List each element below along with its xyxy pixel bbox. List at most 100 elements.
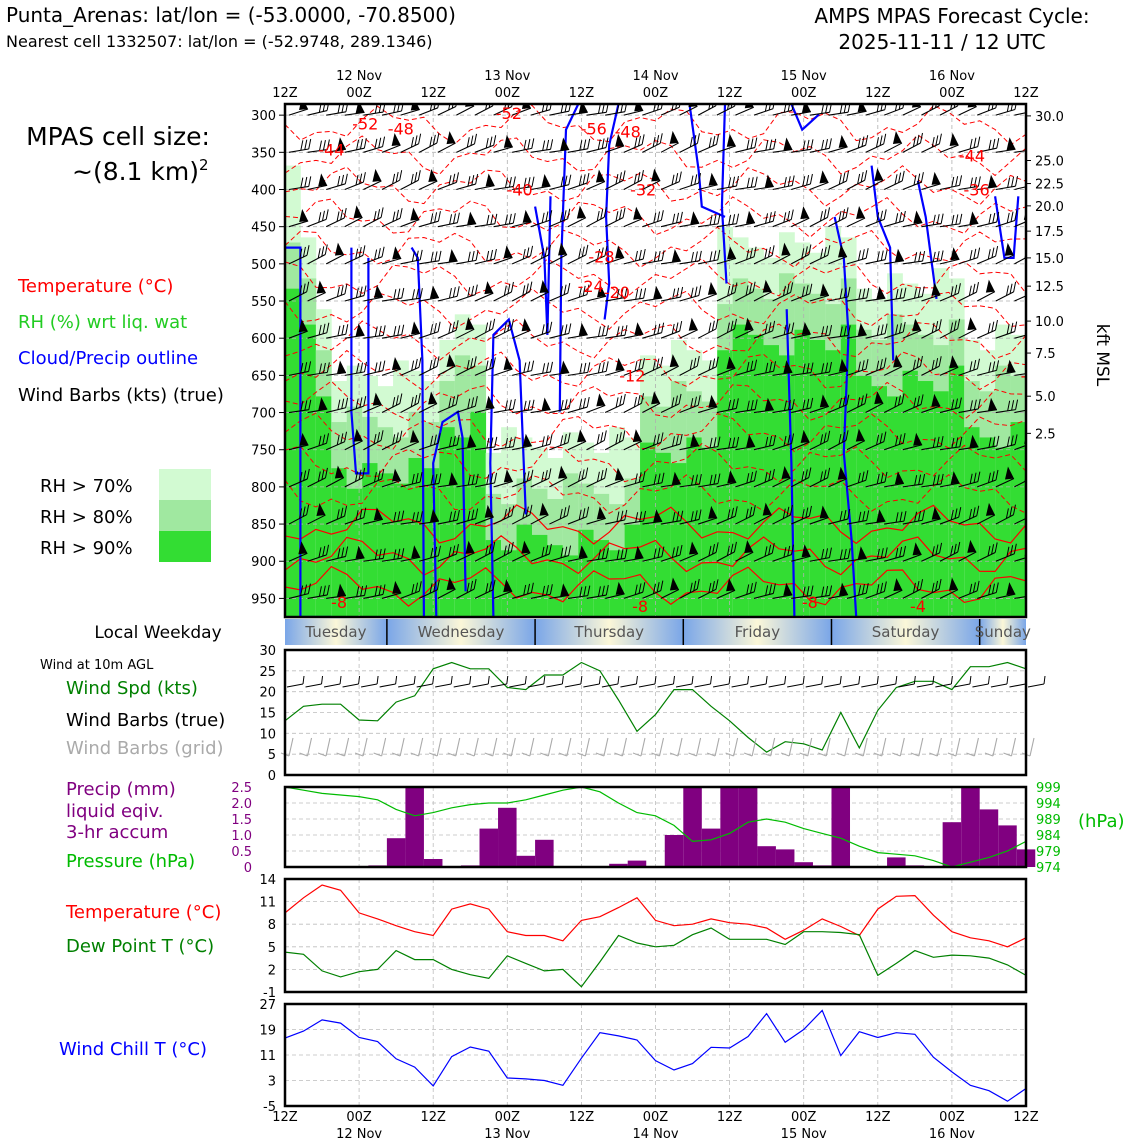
wind-barb-feather	[355, 287, 359, 298]
wind-barb-feather	[708, 322, 712, 333]
surface-wind-barb-feather	[913, 675, 916, 685]
wind-barb	[549, 148, 570, 153]
wind-barb-feather	[622, 430, 626, 441]
wind-barb-feather	[717, 473, 721, 484]
wind-barb	[902, 260, 923, 265]
wind-barb-feather	[634, 250, 638, 262]
wind-barb-feather	[715, 542, 719, 553]
wind-barb-feather	[523, 177, 527, 188]
wind-barb-flag	[634, 104, 644, 112]
grid-wind-barb-feather	[725, 752, 734, 757]
top-time-tick: 12Z	[865, 86, 891, 101]
wind-barb-feather	[861, 584, 865, 595]
wind-barb-feather	[1010, 322, 1014, 333]
pressure-axis: 3003504004505005506006507007508008509009…	[251, 109, 285, 607]
wind-barb-feather	[698, 473, 702, 485]
wind-barb	[493, 106, 512, 116]
wind-barb-feather	[419, 288, 423, 299]
wind-barb-feather	[615, 173, 619, 185]
wind-barb-feather	[489, 358, 493, 370]
top-time-tick: 12Z	[1013, 86, 1039, 101]
top-time-tick: 00Z	[939, 86, 965, 101]
wind-barb-feather	[578, 175, 582, 186]
wind-barb-feather	[973, 137, 977, 148]
wind-barb-feather	[321, 246, 325, 257]
wind-barb-feather	[935, 104, 937, 108]
wind-barb-feather	[455, 394, 459, 405]
wind-barb	[512, 370, 532, 376]
wind-barb	[400, 590, 420, 599]
pressure-tick-label: 450	[251, 221, 276, 236]
wind-barb-feather	[474, 284, 478, 295]
wind-barb	[400, 366, 420, 376]
wind-barb-flag	[392, 580, 402, 594]
wind-barb	[549, 184, 569, 191]
wind-barb	[790, 254, 810, 265]
grid-wind-barb	[492, 737, 498, 757]
wind-barb-feather	[652, 583, 656, 594]
wind-barb	[344, 181, 364, 191]
legend-rh90-label: RH > 90%	[40, 538, 133, 559]
wind-barb	[902, 365, 921, 376]
wind-barb-flag	[428, 169, 438, 183]
wind-barb-feather	[987, 249, 991, 260]
wind-barb-feather	[995, 245, 999, 257]
wind-barb-feather	[765, 436, 769, 448]
wind-barb	[456, 183, 476, 191]
wind-barb-feather	[600, 209, 604, 220]
wind-barb-feather	[727, 285, 731, 297]
cloud-outline-segment	[785, 309, 796, 617]
surface-wind-barb-feather	[710, 675, 713, 685]
wind-barb	[288, 478, 308, 488]
wind-barb-feather	[858, 250, 861, 261]
wind-barb-flag	[448, 249, 458, 263]
wind-barb-feather	[921, 286, 925, 297]
temperature-contour-label: -56	[581, 120, 607, 139]
wind-barb-feather	[1034, 140, 1036, 150]
wind-barb	[474, 184, 495, 191]
wind-barb	[437, 553, 457, 562]
wind-barb-feather	[585, 244, 589, 255]
surface-wind-barb	[972, 683, 989, 688]
pressure-line	[284, 786, 1027, 868]
wind-barb-flag	[353, 428, 363, 442]
wind-barb	[772, 109, 793, 116]
temp-y-tick: 11	[259, 896, 276, 911]
wind-barb	[363, 370, 383, 376]
wind-barb	[921, 552, 940, 562]
wind-barb-feather	[564, 399, 568, 410]
wind-barb-feather	[995, 582, 999, 593]
wind-barb	[288, 444, 309, 451]
wind-barb-feather	[1030, 176, 1032, 186]
wind-barb-feather	[377, 209, 381, 220]
wind-barb-feather	[1013, 281, 1017, 293]
wind-barb	[939, 292, 959, 302]
wind-barb-feather	[1010, 545, 1014, 556]
wind-barb-flag	[985, 502, 995, 516]
wind-barb-feather	[875, 137, 879, 148]
wind-barb	[735, 369, 755, 376]
wind-barb	[828, 594, 849, 599]
wind-barb-flag	[764, 397, 774, 411]
wind-barb-feather	[415, 511, 419, 522]
wind-barb	[530, 408, 551, 414]
wind-barb-feather	[564, 546, 568, 557]
dewpoint-panel-label: Dew Point T (°C)	[66, 936, 214, 957]
wind-barb-feather	[671, 397, 675, 408]
wind-barb-feather	[378, 361, 382, 372]
wind-barb	[456, 105, 475, 116]
wind-barb-feather	[711, 104, 714, 108]
wind-barb-feather	[750, 177, 754, 188]
wind-barb-flag	[410, 207, 420, 221]
wind-barb-feather	[430, 474, 434, 485]
wind-barb	[642, 297, 663, 302]
wind-barb	[530, 291, 549, 302]
wind-barb-flag	[578, 545, 588, 559]
wind-barb	[995, 291, 1014, 302]
wind-barb-feather	[583, 139, 587, 150]
wind-barb-feather	[679, 433, 683, 445]
wind-barb-flag	[764, 174, 774, 188]
wind-barb-feather	[1012, 504, 1016, 515]
wind-barb-feather	[616, 511, 620, 522]
wind-barb-feather	[326, 104, 329, 111]
